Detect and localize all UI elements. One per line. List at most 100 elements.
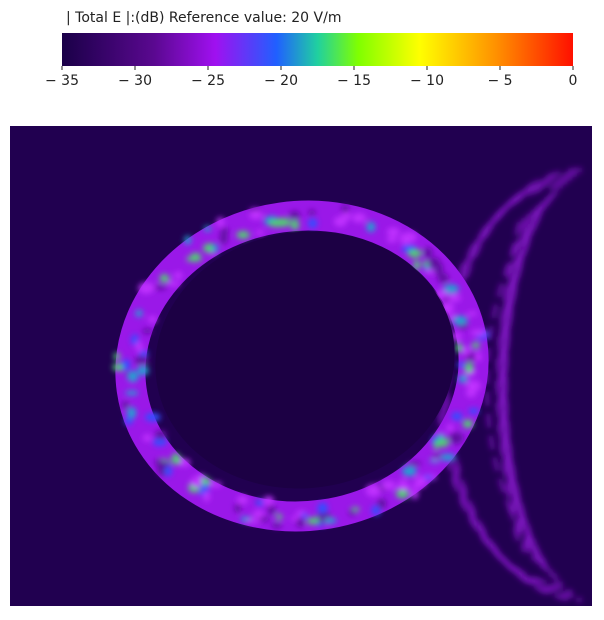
- blob: [159, 274, 170, 283]
- blob: [411, 488, 419, 500]
- tick-label: − 20: [264, 73, 298, 89]
- tick-label: − 15: [337, 73, 371, 89]
- tick-label: − 25: [191, 73, 225, 89]
- blob: [300, 513, 308, 519]
- blob: [212, 244, 219, 253]
- blob: [397, 482, 411, 491]
- blob: [307, 218, 318, 229]
- blob: [366, 221, 376, 233]
- blob: [438, 437, 449, 448]
- blob: [433, 439, 440, 450]
- blob: [121, 401, 130, 410]
- blob: [252, 510, 265, 519]
- blob: [135, 341, 143, 353]
- blob: [236, 230, 250, 239]
- blob: [147, 316, 157, 323]
- blob: [290, 516, 299, 521]
- blob: [288, 211, 301, 220]
- blob: [407, 248, 422, 258]
- blob: [323, 517, 337, 524]
- blob: [437, 272, 449, 284]
- blob: [448, 432, 464, 444]
- wave: [501, 213, 532, 557]
- blob: [263, 495, 274, 506]
- blob: [333, 216, 347, 227]
- tick-label: − 10: [410, 73, 444, 89]
- blob: [268, 219, 285, 228]
- blob: [348, 509, 356, 516]
- blob: [271, 522, 282, 529]
- blob: [201, 477, 211, 486]
- blob: [474, 352, 482, 362]
- blob: [236, 495, 248, 505]
- blob: [142, 328, 153, 334]
- blob: [341, 204, 349, 213]
- blob: [458, 374, 468, 383]
- blob: [402, 465, 417, 477]
- blob: [255, 230, 265, 236]
- wave: [435, 183, 563, 587]
- blob: [203, 490, 210, 503]
- blob: [204, 225, 212, 232]
- blob: [464, 362, 474, 373]
- colorbar-title: | Total E |:(dB) Reference value: 20 V/m: [66, 10, 341, 26]
- blob: [209, 481, 223, 488]
- blob: [219, 232, 228, 245]
- blob: [216, 217, 225, 228]
- blob: [317, 502, 328, 514]
- blob: [386, 236, 398, 243]
- blob: [113, 352, 120, 361]
- blob: [425, 268, 435, 275]
- blob: [470, 329, 486, 336]
- blob: [164, 465, 172, 477]
- blob: [256, 499, 264, 507]
- blob: [247, 518, 261, 524]
- blob: [249, 209, 263, 220]
- blob: [144, 413, 161, 422]
- blob: [152, 438, 167, 446]
- blob: [296, 518, 305, 528]
- wave: [499, 217, 527, 553]
- blob: [427, 257, 441, 269]
- blob: [220, 227, 229, 234]
- blob: [446, 294, 462, 302]
- blob: [465, 388, 477, 398]
- blob: [125, 390, 139, 396]
- blob: [180, 461, 190, 468]
- blob: [421, 261, 429, 267]
- blob: [451, 332, 462, 341]
- blob: [154, 459, 163, 466]
- blob: [466, 380, 481, 392]
- blob: [402, 232, 417, 243]
- blob: [365, 484, 382, 497]
- blob: [466, 311, 478, 316]
- blob: [395, 489, 409, 499]
- blob: [155, 429, 167, 440]
- blob: [234, 503, 242, 513]
- blob: [440, 453, 456, 461]
- wave: [502, 209, 537, 561]
- blob: [352, 213, 367, 223]
- blob: [142, 434, 152, 442]
- blob: [127, 370, 139, 383]
- blob: [124, 417, 133, 425]
- blob: [138, 350, 149, 357]
- tick-label: 0: [569, 73, 578, 89]
- blob: [134, 356, 150, 365]
- blob: [267, 504, 276, 515]
- blob: [122, 359, 131, 371]
- blob: [135, 309, 143, 317]
- blob: [257, 516, 270, 522]
- blob: [306, 517, 320, 525]
- blob: [190, 476, 204, 488]
- blob: [154, 285, 167, 290]
- blob: [308, 209, 316, 216]
- blob: [413, 259, 420, 271]
- blob: [471, 342, 481, 349]
- blob: [446, 423, 454, 433]
- blob: [381, 480, 396, 490]
- colorbar: [62, 33, 573, 66]
- blob: [137, 365, 149, 376]
- blob: [468, 408, 480, 415]
